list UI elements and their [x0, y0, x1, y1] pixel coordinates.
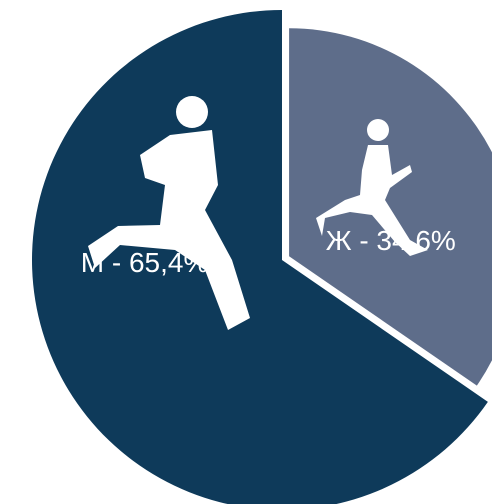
page: {"chart_data": {"type": "pie", "values":… [0, 0, 492, 504]
data-label: Ж - 34,6% [326, 225, 456, 256]
data-label: М - 65,4% [81, 247, 209, 278]
chart: М - 65,4% Ж - 34,6% [0, 0, 492, 504]
